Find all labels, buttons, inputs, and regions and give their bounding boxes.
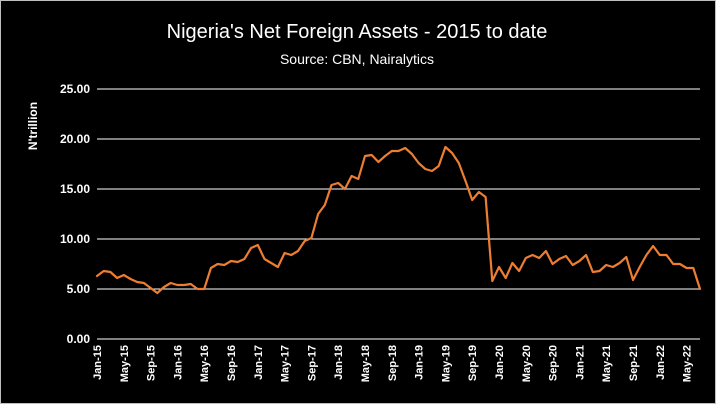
x-tick-label: Sep-17 [306,345,318,381]
chart-subtitle: Source: CBN, Nairalytics [280,51,434,67]
x-tick-label: Jan-15 [92,345,104,380]
y-tick-label: 5.00 [67,282,91,296]
x-tick-label: Sep-21 [628,345,640,381]
x-tick-label: May-21 [601,345,613,382]
x-tick-label: Sep-19 [467,345,479,381]
y-tick-label: 15.00 [60,182,90,196]
x-tick-label: Jan-17 [253,345,265,380]
x-tick-label: Sep-20 [548,345,560,381]
x-tick-labels: Jan-15 May-15 Sep-15 Jan-16 May-16 Sep-16 Jan-… [92,345,694,382]
x-tick-label: Sep-16 [226,345,238,381]
y-tick-label: 25.00 [60,82,90,96]
x-tick-label: Jan-18 [333,345,345,380]
x-tick-label: May-22 [682,345,694,382]
x-tick-label: Jan-16 [172,345,184,380]
x-tick-label: May-15 [119,345,131,382]
series-line [95,145,702,295]
x-tick-label: May-19 [440,345,452,382]
x-tick-label: May-17 [280,345,292,382]
y-tick-label: 20.00 [60,132,90,146]
chart-frame [0,0,716,404]
y-axis-label: N'trillion [26,102,40,150]
y-tick-label: 0.00 [67,332,91,346]
y-tick-label: 10.00 [60,232,90,246]
chart-title: Nigeria's Net Foreign Assets - 2015 to d… [167,21,548,43]
x-tick-label: Sep-15 [146,345,158,381]
x-tick-label: May-16 [199,345,211,382]
gridlines [97,88,700,340]
y-tick-labels: 0.00 5.00 10.00 15.00 20.00 25.00 [60,82,90,346]
x-tick-label: May-18 [360,345,372,382]
x-tick-label: Jan-21 [574,345,586,380]
x-tick-label: Sep-18 [387,345,399,381]
x-tick-label: Jan-22 [655,345,667,380]
x-tick-label: Jan-19 [414,345,426,380]
x-tick-label: May-20 [521,345,533,382]
x-tick-label: Jan-20 [494,345,506,380]
